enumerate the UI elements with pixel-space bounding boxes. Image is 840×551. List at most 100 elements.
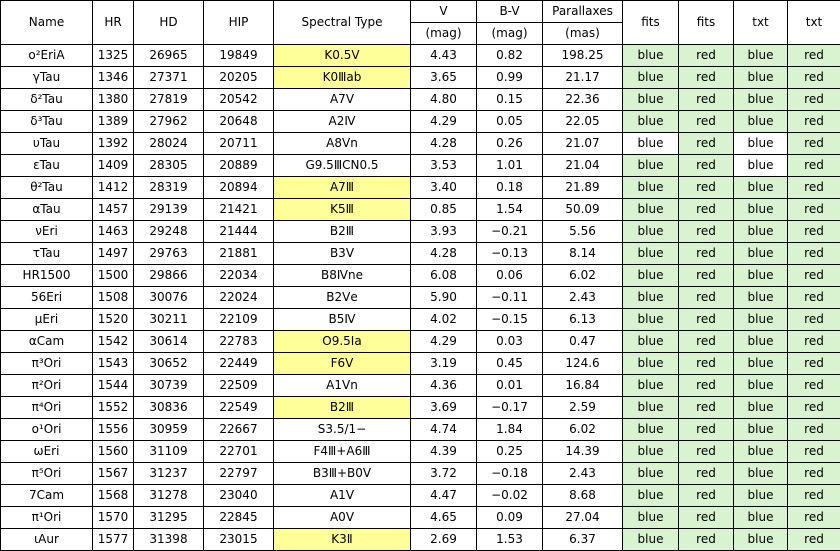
txt-red-link[interactable]: red: [788, 133, 840, 155]
txt-blue-link[interactable]: blue: [734, 221, 788, 243]
fits-blue-link[interactable]: blue: [623, 463, 679, 485]
txt-red-link[interactable]: red: [788, 353, 840, 375]
fits-blue-link[interactable]: blue: [623, 375, 679, 397]
txt-blue-link[interactable]: blue: [734, 529, 788, 551]
hip-cell: 23040: [204, 485, 274, 507]
txt-red-link[interactable]: red: [788, 155, 840, 177]
fits-red-link[interactable]: red: [679, 221, 734, 243]
fits-blue-link[interactable]: blue: [623, 485, 679, 507]
txt-red-link[interactable]: red: [788, 397, 840, 419]
fits-red-link[interactable]: red: [679, 507, 734, 529]
fits-blue-link[interactable]: blue: [623, 221, 679, 243]
txt-blue-link[interactable]: blue: [734, 67, 788, 89]
fits-red-link[interactable]: red: [679, 243, 734, 265]
parallax-cell: 22.05: [543, 111, 623, 133]
fits-red-link[interactable]: red: [679, 397, 734, 419]
txt-blue-link[interactable]: blue: [734, 287, 788, 309]
fits-blue-link[interactable]: blue: [623, 67, 679, 89]
parallax-cell: 6.13: [543, 309, 623, 331]
txt-red-link[interactable]: red: [788, 89, 840, 111]
txt-blue-link[interactable]: blue: [734, 463, 788, 485]
txt-red-link[interactable]: red: [788, 375, 840, 397]
txt-red-link[interactable]: red: [788, 309, 840, 331]
fits-blue-link[interactable]: blue: [623, 331, 679, 353]
txt-red-link[interactable]: red: [788, 177, 840, 199]
fits-red-link[interactable]: red: [679, 309, 734, 331]
fits-blue-link[interactable]: blue: [623, 309, 679, 331]
txt-blue-link[interactable]: blue: [734, 111, 788, 133]
txt-blue-link[interactable]: blue: [734, 375, 788, 397]
txt-blue-link[interactable]: blue: [734, 45, 788, 67]
fits-red-link[interactable]: red: [679, 89, 734, 111]
txt-blue-link[interactable]: blue: [734, 199, 788, 221]
txt-blue-link[interactable]: blue: [734, 309, 788, 331]
fits-red-link[interactable]: red: [679, 177, 734, 199]
fits-blue-link[interactable]: blue: [623, 507, 679, 529]
txt-blue-link[interactable]: blue: [734, 441, 788, 463]
txt-blue-link[interactable]: blue: [734, 177, 788, 199]
txt-blue-link[interactable]: blue: [734, 397, 788, 419]
fits-red-link[interactable]: red: [679, 529, 734, 551]
fits-red-link[interactable]: red: [679, 111, 734, 133]
fits-red-link[interactable]: red: [679, 287, 734, 309]
fits-red-link[interactable]: red: [679, 67, 734, 89]
bv-color-cell: −0.18: [477, 463, 543, 485]
v-mag-cell: 4.65: [411, 507, 477, 529]
fits-blue-link[interactable]: blue: [623, 45, 679, 67]
fits-blue-link[interactable]: blue: [623, 89, 679, 111]
fits-blue-link[interactable]: blue: [623, 199, 679, 221]
fits-blue-link[interactable]: blue: [623, 243, 679, 265]
txt-blue-link[interactable]: blue: [734, 133, 788, 155]
txt-red-link[interactable]: red: [788, 441, 840, 463]
txt-red-link[interactable]: red: [788, 463, 840, 485]
txt-red-link[interactable]: red: [788, 67, 840, 89]
fits-blue-link[interactable]: blue: [623, 529, 679, 551]
fits-blue-link[interactable]: blue: [623, 353, 679, 375]
fits-red-link[interactable]: red: [679, 419, 734, 441]
txt-red-link[interactable]: red: [788, 265, 840, 287]
txt-blue-link[interactable]: blue: [734, 419, 788, 441]
txt-red-link[interactable]: red: [788, 221, 840, 243]
txt-red-link[interactable]: red: [788, 199, 840, 221]
txt-red-link[interactable]: red: [788, 287, 840, 309]
fits-red-link[interactable]: red: [679, 45, 734, 67]
txt-red-link[interactable]: red: [788, 485, 840, 507]
txt-blue-link[interactable]: blue: [734, 89, 788, 111]
txt-red-link[interactable]: red: [788, 111, 840, 133]
txt-red-link[interactable]: red: [788, 507, 840, 529]
fits-blue-link[interactable]: blue: [623, 265, 679, 287]
fits-red-link[interactable]: red: [679, 485, 734, 507]
star-name-cell: τTau: [1, 243, 93, 265]
txt-blue-link[interactable]: blue: [734, 485, 788, 507]
txt-blue-link[interactable]: blue: [734, 353, 788, 375]
fits-blue-link[interactable]: blue: [623, 133, 679, 155]
fits-red-link[interactable]: red: [679, 155, 734, 177]
txt-blue-link[interactable]: blue: [734, 507, 788, 529]
txt-red-link[interactable]: red: [788, 529, 840, 551]
fits-red-link[interactable]: red: [679, 265, 734, 287]
fits-blue-link[interactable]: blue: [623, 419, 679, 441]
fits-red-link[interactable]: red: [679, 375, 734, 397]
fits-red-link[interactable]: red: [679, 441, 734, 463]
txt-blue-link[interactable]: blue: [734, 243, 788, 265]
fits-red-link[interactable]: red: [679, 133, 734, 155]
fits-blue-link[interactable]: blue: [623, 177, 679, 199]
txt-red-link[interactable]: red: [788, 45, 840, 67]
fits-red-link[interactable]: red: [679, 463, 734, 485]
spectral-type-cell: K3Ⅱ: [274, 529, 411, 551]
fits-blue-link[interactable]: blue: [623, 155, 679, 177]
txt-red-link[interactable]: red: [788, 243, 840, 265]
fits-blue-link[interactable]: blue: [623, 441, 679, 463]
fits-blue-link[interactable]: blue: [623, 397, 679, 419]
txt-blue-link[interactable]: blue: [734, 331, 788, 353]
parallax-cell: 2.59: [543, 397, 623, 419]
fits-blue-link[interactable]: blue: [623, 287, 679, 309]
txt-red-link[interactable]: red: [788, 419, 840, 441]
fits-red-link[interactable]: red: [679, 353, 734, 375]
txt-blue-link[interactable]: blue: [734, 265, 788, 287]
txt-blue-link[interactable]: blue: [734, 155, 788, 177]
fits-red-link[interactable]: red: [679, 199, 734, 221]
fits-blue-link[interactable]: blue: [623, 111, 679, 133]
fits-red-link[interactable]: red: [679, 331, 734, 353]
txt-red-link[interactable]: red: [788, 331, 840, 353]
